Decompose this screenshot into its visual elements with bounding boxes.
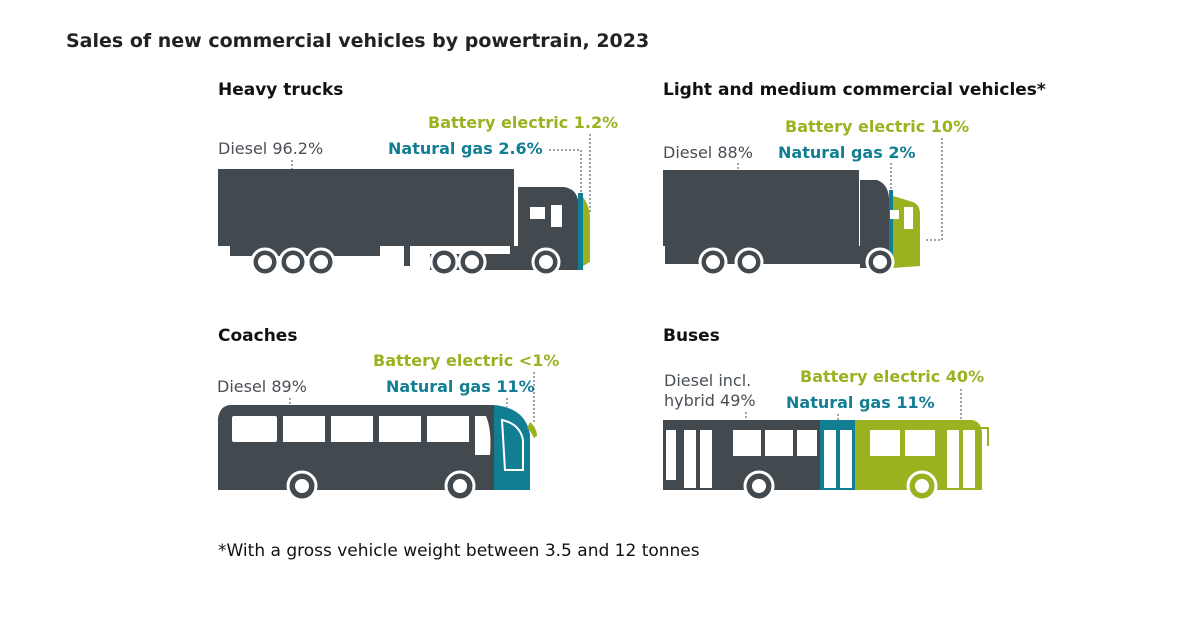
heavy-electric-name: Battery electric: [428, 113, 569, 132]
light-diesel-value: 88%: [717, 143, 753, 162]
light-truck-icon: [663, 138, 943, 277]
bus-diesel-label: Diesel incl. hybrid 49%: [664, 371, 784, 411]
heavy-diesel-name: Diesel: [218, 139, 268, 158]
heavy-electric-label: Battery electric 1.2%: [428, 113, 618, 133]
heavy-trailer: [218, 169, 514, 246]
coach-gas-label: Natural gas 11%: [386, 377, 535, 397]
panel-title-heavy-trucks: Heavy trucks: [218, 80, 344, 100]
heavy-gas-value: 2.6%: [498, 139, 543, 158]
heavy-gas-strip: [578, 193, 583, 270]
bus-gas-name: Natural gas: [786, 393, 891, 412]
light-cab: [860, 180, 889, 268]
light-box: [663, 170, 859, 246]
light-electric-label: Battery electric 10%: [785, 117, 969, 137]
coach-diesel-name: Diesel: [217, 377, 267, 396]
bus-gas-label: Natural gas 11%: [786, 393, 935, 413]
bus-icon: [663, 389, 989, 502]
light-electric-value: 10%: [930, 117, 970, 136]
panel-title-coaches: Coaches: [218, 326, 298, 346]
light-electric-name: Battery electric: [785, 117, 926, 136]
heavy-truck-icon: [218, 134, 591, 277]
light-electric-strip: [893, 196, 920, 268]
bus-diesel-name: Diesel incl. hybrid: [664, 371, 752, 410]
coach-icon: [218, 372, 537, 502]
bus-diesel-value: 49%: [720, 391, 756, 410]
coach-gas-name: Natural gas: [386, 377, 491, 396]
heavy-gas-label: Natural gas 2.6%: [388, 139, 543, 159]
panel-title-light-medium: Light and medium commercial vehicles*: [663, 80, 1046, 100]
heavy-diesel-label: Diesel 96.2%: [218, 139, 323, 159]
light-diesel-name: Diesel: [663, 143, 713, 162]
footnote: *With a gross vehicle weight between 3.5…: [218, 541, 700, 561]
light-diesel-label: Diesel 88%: [663, 143, 753, 163]
bus-electric-value: 40%: [945, 367, 985, 386]
panel-title-buses: Buses: [663, 326, 720, 346]
light-gas-strip: [889, 190, 893, 268]
heavy-gas-name: Natural gas: [388, 139, 493, 158]
bus-electric-label: Battery electric 40%: [800, 367, 984, 387]
coach-gas-section: [494, 405, 530, 490]
coach-electric-label: Battery electric <1%: [373, 351, 559, 371]
light-gas-value: 2%: [888, 143, 916, 162]
coach-diesel-label: Diesel 89%: [217, 377, 307, 397]
coach-electric-value: <1%: [518, 351, 560, 370]
light-gas-name: Natural gas: [778, 143, 883, 162]
coach-diesel-value: 89%: [271, 377, 307, 396]
heavy-electric-strip: [583, 197, 590, 266]
coach-gas-value: 11%: [496, 377, 535, 396]
bus-gas-value: 11%: [896, 393, 935, 412]
coach-electric-name: Battery electric: [373, 351, 514, 370]
bus-electric-name: Battery electric: [800, 367, 941, 386]
heavy-diesel-value: 96.2%: [272, 139, 324, 158]
heavy-electric-value: 1.2%: [573, 113, 619, 132]
light-gas-label: Natural gas 2%: [778, 143, 916, 163]
chart-title: Sales of new commercial vehicles by powe…: [66, 30, 650, 52]
coach-electric-section: [527, 422, 537, 438]
